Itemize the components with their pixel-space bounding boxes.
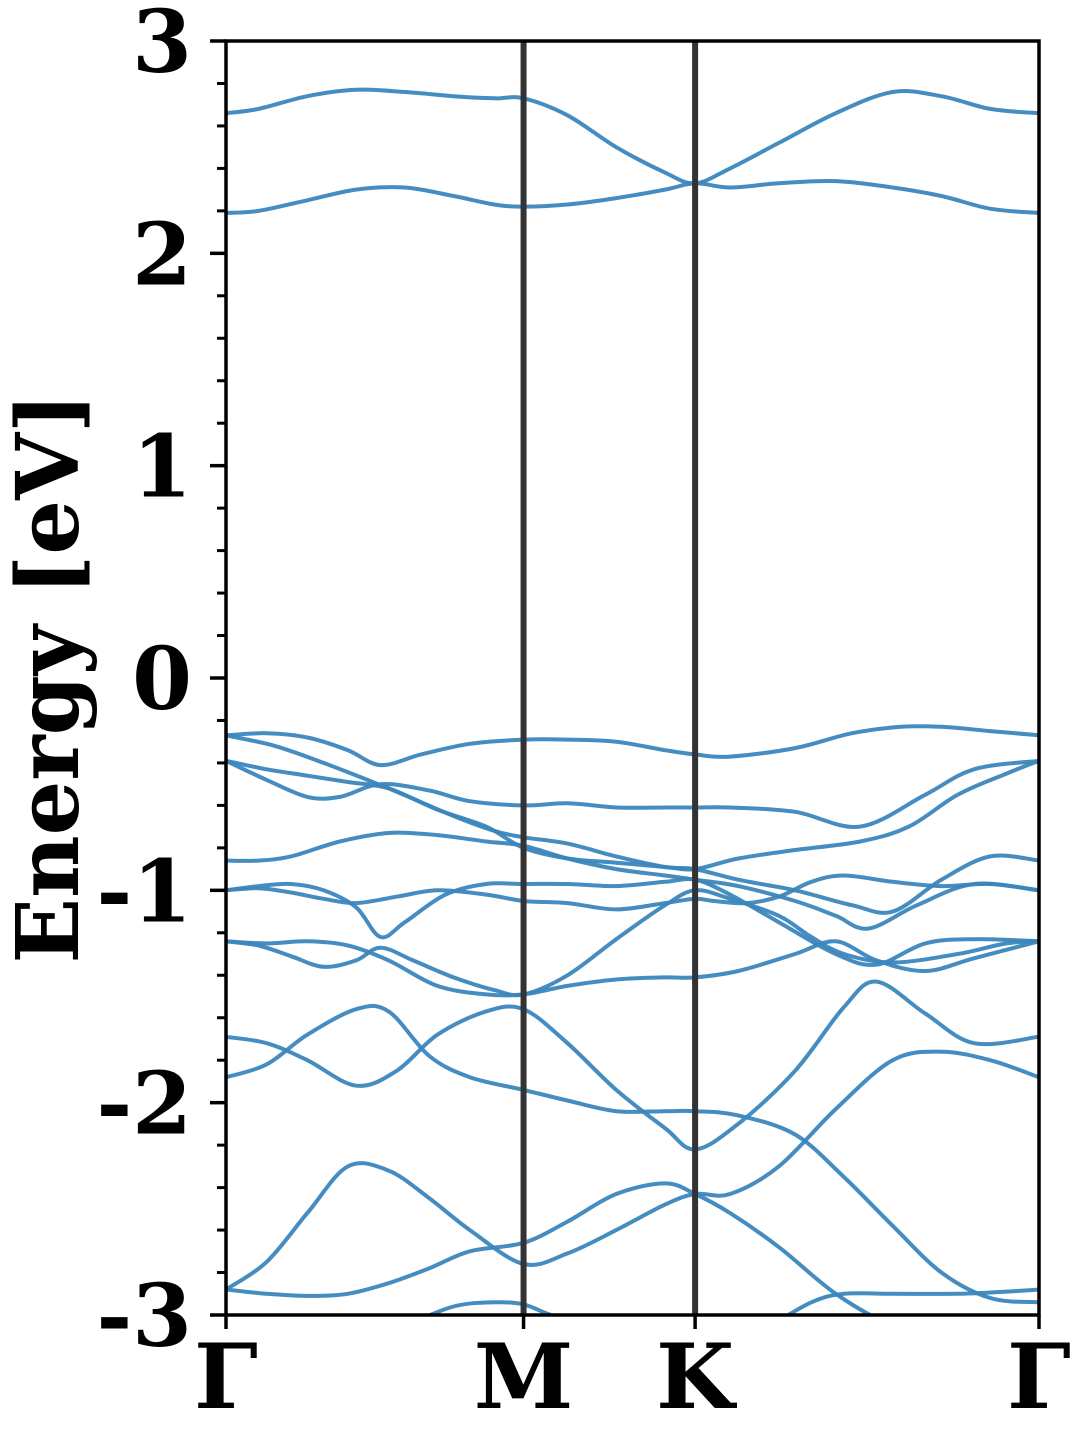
x-tick-label: M: [474, 1324, 574, 1430]
band-line-16: [424, 1300, 559, 1315]
band-line-9: [226, 877, 1039, 968]
band-line-15: [226, 1181, 875, 1315]
band-line-7: [226, 830, 1039, 931]
y-tick-label: 1: [132, 417, 192, 518]
y-axis-ticks: -3 -2 -1 0 1 2 3: [96, 0, 226, 1367]
band-line-14: [226, 1049, 1039, 1292]
y-tick-label: -3: [96, 1266, 192, 1367]
y-tick-label: 2: [132, 204, 192, 305]
band-line-17: [784, 1287, 1039, 1315]
band-line-12: [226, 979, 1039, 1152]
band-line-6: [226, 758, 1039, 872]
y-tick-label: 0: [132, 629, 192, 730]
x-tick-label: Γ: [1007, 1324, 1071, 1430]
y-axis-label: Energy [eV]: [0, 393, 99, 964]
y-tick-label: -2: [96, 1054, 192, 1155]
y-tick-label: 3: [132, 0, 192, 93]
band-line-8: [226, 873, 1039, 912]
x-tick-label: Γ: [194, 1324, 258, 1430]
bands-group: [226, 87, 1039, 1315]
kpath-lines-group: [520, 41, 699, 1315]
band-line-11: [226, 939, 1039, 998]
band-line-2: [226, 178, 1039, 215]
y-tick-label: -1: [96, 841, 192, 942]
band-line-13: [226, 1003, 1039, 1305]
band-line-3: [226, 724, 1039, 768]
x-tick-label: K: [656, 1324, 737, 1430]
band-line-5: [226, 758, 1039, 829]
band-line-1: [226, 87, 1039, 186]
band-line-10: [226, 888, 1039, 998]
